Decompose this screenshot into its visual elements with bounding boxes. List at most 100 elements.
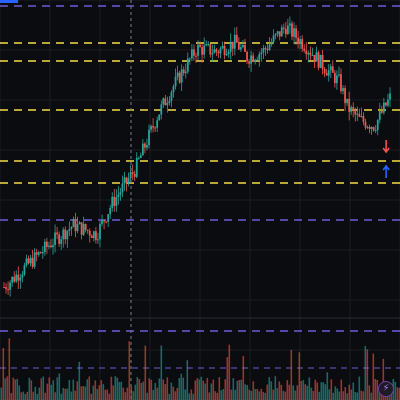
volume-bar [244,384,247,400]
candle-body [262,47,265,53]
volume-bar [138,379,141,400]
candle-body [389,93,391,100]
volume-bar [34,386,37,400]
candle-body [350,107,353,112]
volume-bar [82,385,85,400]
candle-body [180,69,183,83]
candle-body [190,49,193,59]
volume-bar [40,378,43,400]
candle-body [184,71,187,74]
volume-bar [254,389,257,400]
volume-bar [306,385,309,400]
candle-body [293,28,295,37]
candle-body [335,75,338,84]
candle-body [115,197,118,206]
candle-body [137,157,140,159]
volume-bar [258,391,261,400]
candle-body [166,102,169,106]
volume-bar [50,384,53,400]
candle-body [27,258,30,264]
candle-body [193,49,195,56]
volume-bar [6,376,9,400]
candle-body [74,218,77,232]
volume-bar [160,345,163,400]
candle-body [156,120,159,128]
volume-bar [192,393,195,400]
candle-body [21,274,24,278]
volume-bar [8,338,11,400]
volume-bar [162,379,165,400]
volume-bar [352,382,355,400]
volume-bar [282,390,285,400]
volume-bar [354,391,357,400]
candle-body [123,177,126,184]
candle-body [217,51,220,54]
candle-body [209,44,212,55]
candle-body [387,99,389,106]
candle-body [248,61,250,64]
volume-bar [64,388,67,400]
candle-body [31,257,34,267]
volume-bar [38,387,41,400]
volume-bar [396,387,399,400]
candle-body [237,42,240,50]
signal-arrow-up [382,164,390,178]
volume-bar [158,378,161,400]
candle-body [305,50,308,55]
candle-body [70,227,73,229]
candle-body [244,44,246,52]
volume-bar [80,386,83,400]
candle-body [174,76,177,87]
candle-body [172,86,175,93]
volume-bar [270,381,273,400]
volume-bar [184,389,187,400]
candle-body [92,231,95,238]
volume-bar [264,392,267,400]
candle-body [307,52,310,55]
volume-bar [398,387,400,400]
candle-body [186,58,189,72]
volume-bar [46,383,49,400]
volume-bar [104,389,107,400]
volume-bar [330,379,333,400]
candle-body [264,47,267,49]
volume-bar [32,391,35,400]
volume-bar [60,393,63,400]
candle-body [56,232,59,235]
candle-body [203,45,206,55]
candle-body [164,98,167,106]
lightning-button[interactable]: ⚡ [378,381,394,397]
volume-bar [122,387,125,400]
candle-body [340,74,342,92]
candle-body [84,223,87,230]
volume-bar [98,385,101,400]
volume-bar [388,392,391,400]
volume-bar [234,389,237,400]
candle-body [7,289,9,291]
volume-bar [102,384,105,400]
candle-body [301,39,304,49]
volume-bar [198,379,201,400]
volume-bar [92,385,95,400]
volume-bar [370,392,373,400]
volume-bar [260,388,263,400]
volume-bar [358,376,361,400]
candle-body [178,72,181,83]
candle-body [258,54,261,60]
candle-body [52,244,54,248]
volume-bar [238,380,241,400]
candle-body [62,229,65,240]
candle-body [254,59,257,62]
candle-body [344,88,346,104]
candle-body [274,33,277,36]
volume-bar [108,393,111,400]
candle-body [19,277,22,281]
volume-bar [268,377,271,400]
volume-bar [74,390,77,400]
candle-body [135,157,138,177]
candle-body [329,66,332,71]
volume-bar [344,387,347,400]
candle-body [188,58,191,60]
volume-bar [368,385,371,400]
